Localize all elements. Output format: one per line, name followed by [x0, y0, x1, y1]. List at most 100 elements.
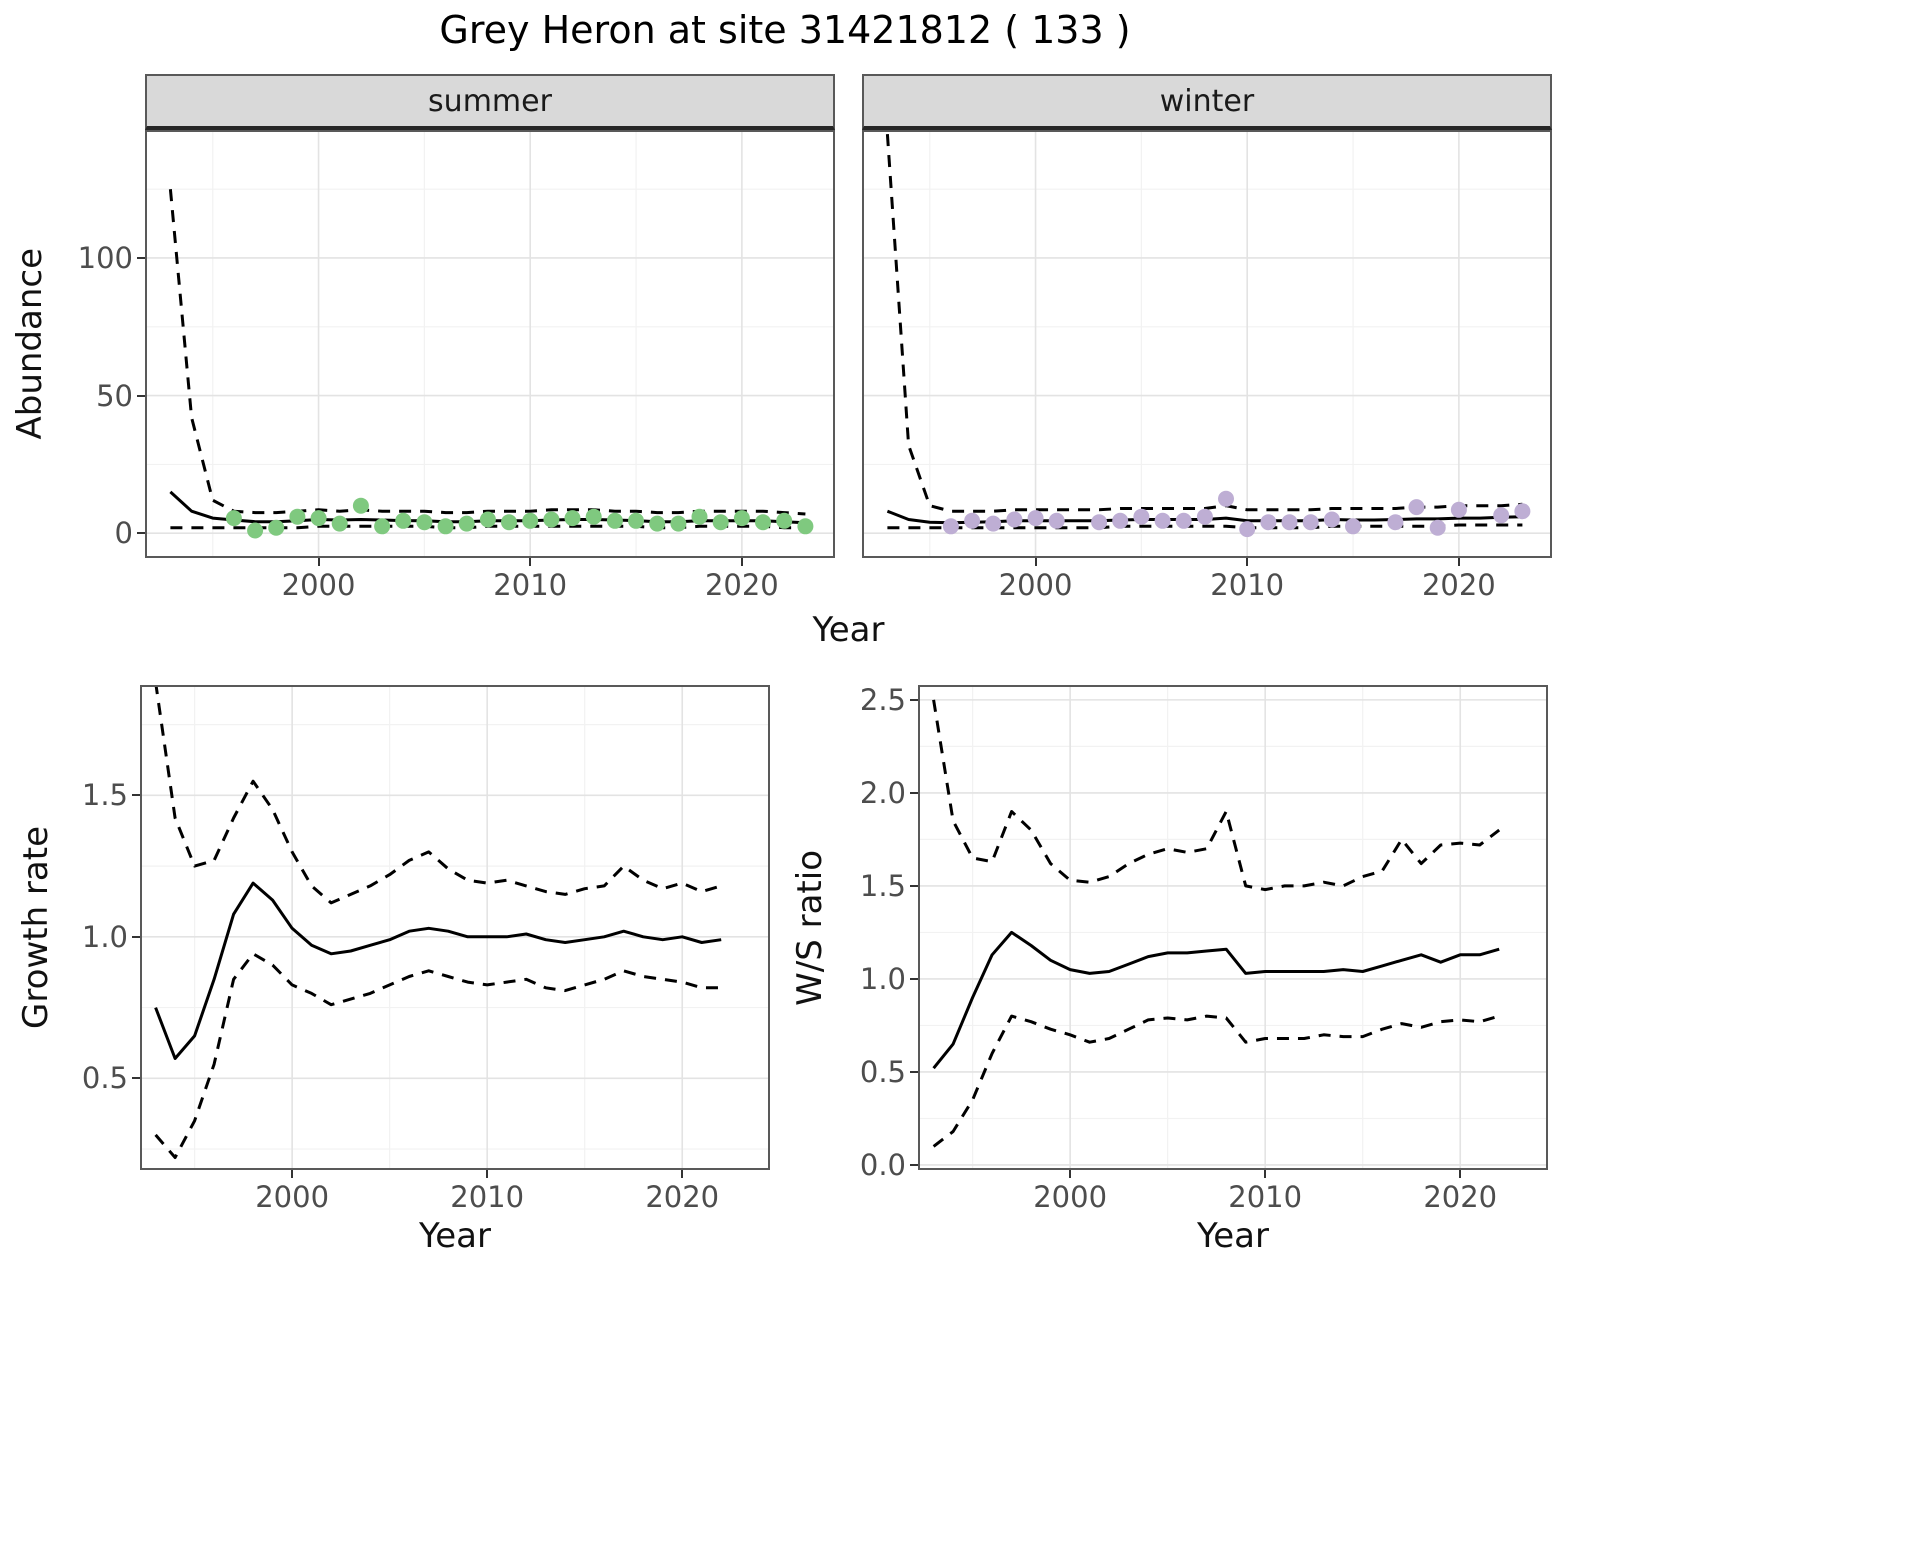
y-tick-mark: [910, 698, 918, 701]
observed-counts-summer-point: [310, 510, 327, 527]
y-tick-label: 1.5: [859, 868, 906, 903]
observed-counts-summer-point: [437, 518, 454, 535]
ws-ratio-upper-ci-line: [932, 699, 1501, 892]
x-tick-mark: [317, 558, 320, 566]
observed-counts-winter-point: [985, 515, 1002, 532]
y-tick-label: 1.5: [81, 778, 128, 813]
observed-counts-summer-point: [585, 508, 602, 525]
observed-counts-winter-point: [1133, 508, 1150, 525]
x-tick-mark: [1069, 1170, 1072, 1178]
observed-counts-winter-point: [1450, 501, 1467, 518]
observed-counts-winter-point: [1175, 512, 1192, 529]
observed-counts-summer-point: [416, 514, 433, 531]
observed-counts-summer-point: [225, 510, 242, 527]
observed-counts-winter-point: [1281, 514, 1298, 531]
observed-counts-winter-point: [1006, 511, 1023, 528]
facet-strip-winter: winter: [862, 74, 1552, 130]
observed-counts-winter-point: [1027, 510, 1044, 527]
observed-counts-winter-point: [1387, 514, 1404, 531]
x-tick-mark: [529, 558, 532, 566]
observed-counts-summer-point: [458, 515, 475, 532]
y-tick-label: 0.5: [859, 1054, 906, 1089]
x-tick-mark: [1246, 558, 1249, 566]
top-x-axis-title: Year: [812, 610, 885, 650]
ws-ratio-median-line: [932, 930, 1500, 1070]
growth-rate-canvas: [140, 681, 770, 1170]
y-tick-label: 100: [77, 240, 133, 275]
observed-counts-winter-point: [1112, 512, 1129, 529]
ws-ratio-lower-ci-line: [932, 1014, 1500, 1148]
y-tick-mark: [910, 1070, 918, 1073]
growth-rate-lower-ci-line: [154, 952, 722, 1159]
x-tick-mark: [1457, 558, 1460, 566]
observed-counts-summer-point: [776, 512, 793, 529]
x-tick-mark: [740, 558, 743, 566]
panel-border: [140, 685, 770, 1170]
ws-ratio-x-axis-title: Year: [1197, 1216, 1269, 1256]
observed-counts-winter-point: [1239, 521, 1256, 538]
y-tick-mark: [132, 1077, 140, 1080]
panel-border: [862, 130, 1552, 558]
x-tick-mark: [681, 1170, 684, 1178]
observed-counts-winter-point: [1493, 507, 1510, 524]
y-tick-mark: [137, 532, 145, 535]
y-tick-mark: [132, 935, 140, 938]
observed-counts-summer-point: [755, 514, 771, 531]
ws-ratio-axis-title: W/S ratio: [790, 849, 830, 1006]
x-tick-label: 2000: [281, 568, 356, 602]
observed-counts-summer-point: [522, 512, 539, 529]
observed-counts-summer-point: [395, 512, 412, 529]
observed-counts-winter-point: [1048, 512, 1065, 529]
y-tick-mark: [137, 256, 145, 259]
observed-counts-summer-point: [670, 515, 687, 532]
y-tick-mark: [137, 394, 145, 397]
observed-counts-summer-point: [606, 512, 623, 529]
y-tick-label: 0.5: [81, 1061, 128, 1096]
observed-counts-summer-point: [797, 518, 814, 535]
x-tick-mark: [291, 1170, 294, 1178]
y-tick-label: 1.0: [81, 919, 128, 954]
panel-background: [918, 685, 1548, 1170]
growth-rate-upper-ci-line: [154, 681, 722, 905]
observed-counts-summer-point: [374, 518, 391, 535]
ws-ratio-canvas: [918, 685, 1548, 1170]
panel-border: [145, 130, 835, 558]
panel-background: [140, 685, 770, 1170]
x-tick-mark: [1459, 1170, 1462, 1178]
observed-counts-summer-point: [247, 522, 264, 539]
observed-counts-winter-point: [964, 512, 981, 529]
abundance-winter-panel: 2000 2010 2020: [862, 130, 1552, 602]
facet-strip-summer: summer: [145, 74, 835, 130]
x-tick-label: 2010: [493, 568, 568, 602]
observed-counts-winter-point: [1514, 503, 1531, 520]
x-tick-mark: [1034, 558, 1037, 566]
observed-counts-summer-point: [268, 519, 285, 536]
y-tick-label: 2.0: [859, 775, 906, 810]
observed-counts-summer-point: [352, 497, 369, 514]
panel-border: [918, 685, 1548, 1170]
growth-rate-median-line: [154, 881, 722, 1060]
x-tick-label: 2000: [998, 568, 1073, 602]
x-tick-label: 2000: [255, 1180, 330, 1214]
observed-counts-summer-point: [289, 508, 306, 525]
x-tick-label: 2020: [1423, 1180, 1498, 1214]
x-tick-label: 2020: [645, 1180, 720, 1214]
observed-counts-winter-point: [1260, 514, 1277, 531]
observed-counts-summer-point: [712, 514, 729, 531]
abundance-summer-canvas: [145, 130, 835, 558]
y-tick-mark: [132, 794, 140, 797]
x-tick-label: 2010: [1228, 1180, 1303, 1214]
observed-counts-summer-point: [331, 515, 348, 532]
ws-ratio-panel: 2000 2010 2020 0.0 0.5 1.0 1.5 2.0 2.5: [860, 683, 1548, 1214]
x-tick-label: 2010: [1210, 568, 1285, 602]
y-tick-mark: [910, 791, 918, 794]
observed-counts-winter-point: [1154, 512, 1171, 529]
observed-counts-winter-point: [1408, 499, 1425, 516]
observed-counts-winter-point: [1323, 511, 1340, 528]
observed-counts-summer-point: [628, 512, 644, 529]
facet-strip-summer-label: summer: [428, 83, 552, 119]
y-tick-mark: [910, 977, 918, 980]
y-tick-label: 0.0: [859, 1147, 906, 1182]
y-tick-label: 2.5: [859, 682, 906, 717]
